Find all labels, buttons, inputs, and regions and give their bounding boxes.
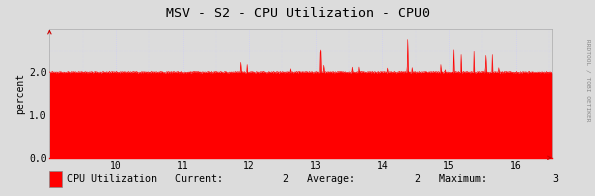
Y-axis label: percent: percent: [15, 73, 25, 114]
Text: CPU Utilization   Current:          2   Average:          2   Maximum:          : CPU Utilization Current: 2 Average: 2 Ma…: [67, 174, 559, 184]
Text: MSV - S2 - CPU Utilization - CPU0: MSV - S2 - CPU Utilization - CPU0: [165, 7, 430, 20]
Text: RRDTOOL / TOBI OETIKER: RRDTOOL / TOBI OETIKER: [586, 39, 591, 122]
